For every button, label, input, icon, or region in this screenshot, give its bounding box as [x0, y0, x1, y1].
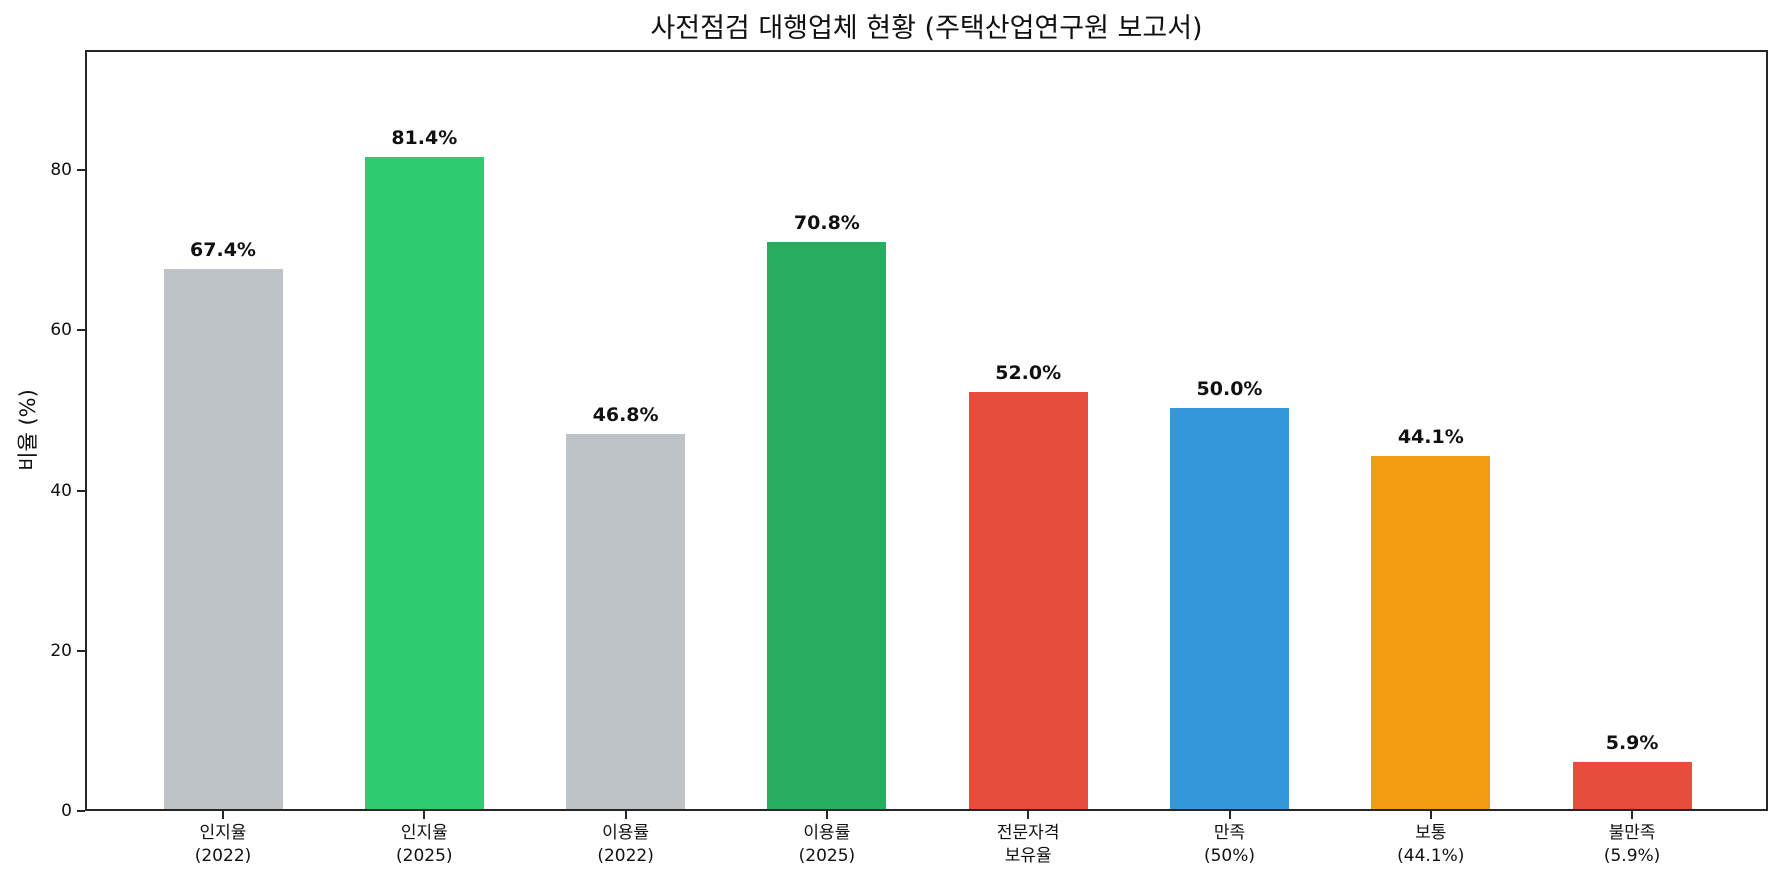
- value-label: 52.0%: [995, 362, 1062, 385]
- x-tick-label: 인지율 (2022): [195, 822, 252, 868]
- x-tick-label-line1: 인지율: [199, 823, 247, 843]
- bar: [566, 434, 686, 809]
- x-tick-label-line2: (2022): [194, 846, 252, 866]
- y-tick: [77, 169, 85, 172]
- x-tick-label: 만족 (50%): [1204, 822, 1255, 868]
- x-tick: [624, 811, 627, 819]
- x-tick-label: 인지율 (2025): [396, 822, 453, 868]
- y-tick: [77, 489, 85, 492]
- x-tick-label-line1: 이용률: [803, 823, 851, 843]
- x-tick-label-line2: (2022): [597, 846, 654, 866]
- x-tick: [1631, 811, 1634, 819]
- value-label: 67.4%: [190, 239, 256, 262]
- value-label: 5.9%: [1605, 731, 1659, 754]
- bar: [364, 156, 484, 809]
- y-axis-title: 비율 (%): [16, 389, 40, 471]
- x-tick-label-line1: 불만족: [1608, 823, 1656, 843]
- x-tick: [1228, 811, 1231, 819]
- y-tick-label: 0: [61, 801, 72, 821]
- x-tick-label-line2: (50%): [1203, 846, 1256, 866]
- plot-area: [85, 50, 1768, 811]
- x-tick: [1429, 811, 1432, 819]
- bar: [163, 269, 283, 809]
- value-label: 81.4%: [391, 126, 458, 149]
- y-tick-label: 80: [50, 160, 72, 181]
- x-tick: [222, 811, 224, 819]
- bar: [1572, 761, 1692, 809]
- value-label: 50.0%: [1196, 378, 1263, 401]
- x-tick-label-line1: 인지율: [400, 823, 448, 843]
- x-tick-label-line1: 전문자격: [996, 823, 1060, 843]
- value-label: 46.8%: [592, 404, 659, 427]
- x-tick-label-line2: (5.9%): [1603, 846, 1661, 866]
- x-tick-label: 보통 (44.1%): [1397, 822, 1464, 868]
- x-tick-label: 이용률 (2025): [799, 822, 856, 868]
- y-tick: [77, 329, 85, 332]
- x-tick-label-line2: 보유율: [1004, 846, 1052, 866]
- y-tick-label: 40: [50, 480, 72, 501]
- x-tick: [1027, 811, 1030, 819]
- y-tick-label: 20: [50, 640, 72, 661]
- x-tick: [825, 811, 828, 819]
- x-tick-label-line2: (2025): [396, 846, 453, 866]
- x-tick-label: 이용률 (2022): [597, 822, 654, 868]
- value-label: 44.1%: [1397, 425, 1464, 448]
- value-label: 70.8%: [793, 211, 860, 234]
- y-tick: [77, 810, 85, 812]
- x-tick: [423, 811, 426, 819]
- x-tick-label-line1: 만족: [1213, 823, 1246, 843]
- x-tick-label-line2: (2025): [798, 846, 856, 866]
- x-tick-label-line2: (44.1%): [1397, 846, 1465, 866]
- x-tick-label: 불만족 (5.9%): [1604, 822, 1660, 868]
- y-tick: [77, 649, 85, 652]
- bar: [767, 241, 887, 809]
- bar: [1371, 455, 1491, 809]
- x-tick-label-line1: 보통: [1415, 823, 1447, 843]
- bar: [1170, 408, 1289, 809]
- y-tick-label: 60: [50, 320, 72, 341]
- chart-title: 사전점검 대행업체 현황 (주택산업연구원 보고서): [650, 13, 1203, 44]
- bar: [968, 392, 1088, 809]
- x-tick-label-line1: 이용률: [602, 823, 650, 843]
